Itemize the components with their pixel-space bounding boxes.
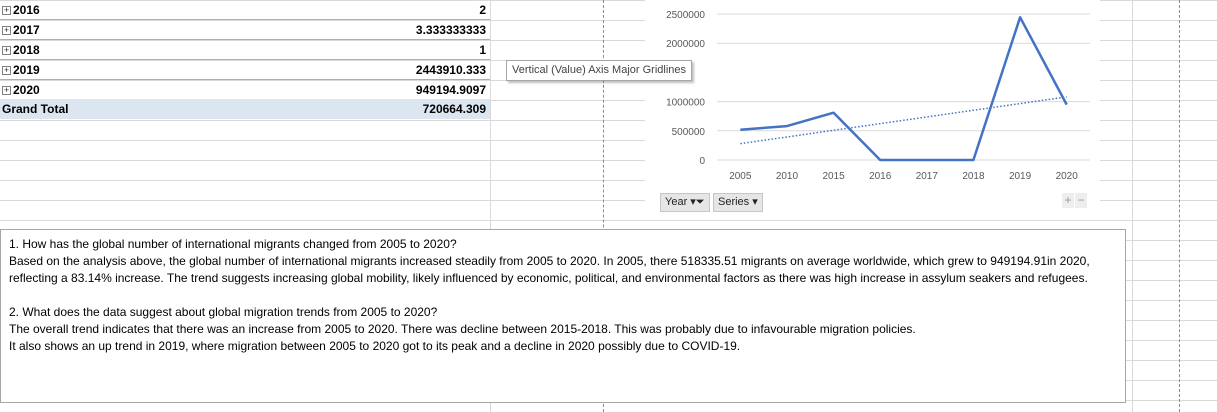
expand-icon[interactable]: + [2,44,11,55]
row-separator [0,79,490,80]
pivot-row-value: 949194.9097 [415,83,486,97]
x-tick-label: 2015 [822,171,845,182]
pivot-row[interactable]: +2019 2443910.333 [0,60,490,80]
pivot-row[interactable]: +2017 3.333333333 [0,20,490,40]
column-divider [1132,0,1133,412]
pivot-row[interactable]: +2018 1 [0,40,490,60]
pivot-row-label: 2018 [13,43,40,57]
trendline-path [740,96,1067,145]
question-1: 1. How has the global number of internat… [9,237,457,251]
trendline[interactable] [740,96,1067,145]
page-break-line [603,0,604,412]
gridlines-tooltip: Vertical (Value) Axis Major Gridlines [506,60,693,81]
y-tick-label: 500000 [672,127,706,138]
y-tick-label: 2500000 [666,10,705,21]
x-tick-label: 2005 [729,171,752,182]
expand-icon[interactable]: + [2,84,11,95]
chart-zoom-controls: + − [1061,193,1087,208]
pivot-row-label: 2017 [13,23,40,37]
grand-total-row[interactable]: Grand Total 720664.309 [0,99,490,119]
pivot-row-label: 2019 [13,63,40,77]
row-separator [0,59,490,60]
chart-gridlines[interactable] [717,13,1090,161]
pivot-row-value: 2443910.333 [415,63,486,77]
analysis-textbox[interactable]: 1. How has the global number of internat… [0,229,1126,403]
expand-icon[interactable]: + [2,64,11,75]
answer-1: Based on the analysis above, the global … [9,254,1090,285]
x-tick-label: 2016 [869,171,892,182]
series-line [740,16,1068,162]
x-tick-label: 2010 [776,171,799,182]
x-tick-label: 2020 [1056,171,1079,182]
row-separator [0,19,490,20]
series-field-button[interactable]: Series ▾ [713,193,763,212]
answer-2-line-2: It also shows an up trend in 2019, where… [9,339,741,353]
pivot-row-value: 2 [479,3,486,17]
y-tick-label: 2000000 [666,39,705,50]
y-tick-label: 1000000 [666,98,705,109]
pivot-row[interactable]: +2020 949194.9097 [0,80,490,100]
chevron-down-icon: ▾ [749,196,758,208]
x-tick-label: 2017 [916,171,939,182]
filter-dropdown-icon: ▾⏷ [687,196,705,208]
year-filter-button[interactable]: Year ▾⏷ [660,193,710,212]
grand-total-value: 720664.309 [422,102,486,116]
expand-icon[interactable]: + [2,4,11,15]
x-tick-label: 2019 [1009,171,1032,182]
pivot-row-label: 2020 [13,83,40,97]
page-break-line [1179,0,1180,412]
pivot-row-value: 1 [479,43,486,57]
column-divider [490,0,491,412]
y-axis-ticks: 2500000 2000000 1000000 500000 0 [666,10,705,167]
pivot-row[interactable]: +2016 2 [0,0,490,20]
answer-2-line-1: The overall trend indicates that there w… [9,322,916,336]
question-2: 2. What does the data suggest about glob… [9,305,438,319]
pivot-row-label: 2016 [13,3,40,17]
pivot-chart[interactable]: 2500000 2000000 1000000 500000 0 2005 2010 201… [645,0,1100,215]
expand-field-button[interactable]: + [1062,193,1074,208]
y-tick-label: 0 [699,156,705,167]
x-tick-label: 2018 [962,171,985,182]
collapse-field-button[interactable]: − [1075,193,1087,208]
expand-icon[interactable]: + [2,24,11,35]
grand-total-label: Grand Total [2,102,69,116]
x-axis-ticks: 2005 2010 2015 2016 2017 2018 2019 2020 [729,171,1078,182]
pivot-row-value: 3.333333333 [415,23,486,37]
row-separator [0,39,490,40]
chart-series[interactable] [740,16,1068,162]
chart-plot[interactable]: 2500000 2000000 1000000 500000 0 2005 2010 201… [645,0,1100,215]
